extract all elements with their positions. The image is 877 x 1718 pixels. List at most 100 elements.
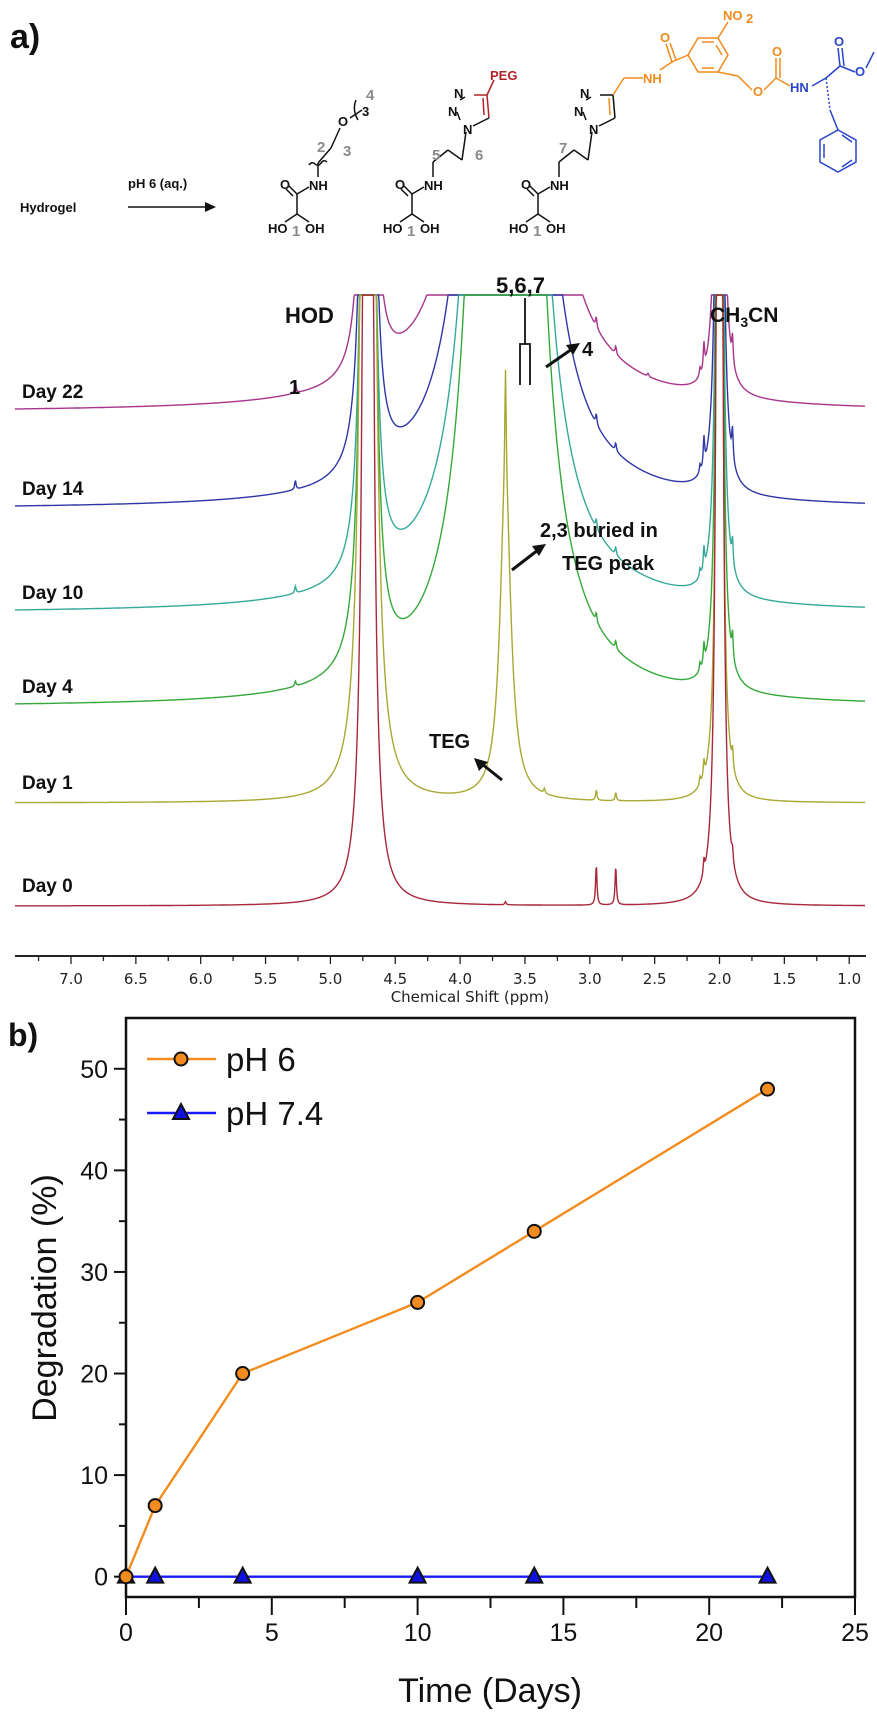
nmr-tick-label: 1.5 xyxy=(772,970,796,988)
structure-peg-triazole xyxy=(399,79,495,223)
nmr-tick-label: 7.0 xyxy=(59,970,83,988)
y-tick-label: 30 xyxy=(80,1259,108,1287)
peak-4-label: 4 xyxy=(582,339,594,361)
svg-text:6: 6 xyxy=(475,147,483,164)
nmr-tick-label: 3.0 xyxy=(578,970,602,988)
structure-teg-amide xyxy=(284,99,363,223)
data-point xyxy=(410,1294,426,1310)
svg-text:OH: OH xyxy=(546,221,566,236)
hydrogel-label: Hydrogel xyxy=(20,200,76,215)
data-point xyxy=(526,1223,542,1239)
svg-text:N: N xyxy=(580,86,589,101)
y-tick-label: 10 xyxy=(80,1462,108,1490)
svg-text:1: 1 xyxy=(533,223,541,240)
nmr-tick-label: 2.5 xyxy=(643,970,667,988)
svg-text:N: N xyxy=(574,104,583,119)
peaks-567-label: 5,6,7 xyxy=(496,273,545,298)
nmr-spectra: Day 22 Day 14 Day 10 Day 4 Day 1 Day 0 xyxy=(15,294,865,907)
legend-item: pH 6 xyxy=(147,1041,296,1078)
nmr-tick-label: 6.5 xyxy=(124,970,148,988)
svg-text:OH: OH xyxy=(305,221,325,236)
nmr-annotations: HOD 1 5,6,7 4 CH3CN 2,3 buried in TEG pe… xyxy=(285,273,778,782)
data-point xyxy=(235,1366,251,1382)
data-point xyxy=(760,1081,776,1097)
ch3cn-label: CH3CN xyxy=(710,304,778,330)
svg-text:PEG: PEG xyxy=(490,68,517,83)
svg-text:OH: OH xyxy=(420,221,440,236)
nmr-x-axis-title: Chemical Shift (ppm) xyxy=(391,988,550,1006)
svg-text:2: 2 xyxy=(317,139,325,156)
reaction-arrow xyxy=(128,202,216,212)
peaks-567-bracket xyxy=(519,298,531,385)
data-point xyxy=(757,1565,778,1584)
svg-text:O: O xyxy=(338,114,348,129)
degradation-y-axis-title: Degradation (%) xyxy=(26,1174,64,1422)
svg-text:NH: NH xyxy=(550,178,569,193)
peak-1-label: 1 xyxy=(289,377,300,399)
data-point xyxy=(524,1565,544,1584)
svg-text:NO: NO xyxy=(723,8,743,23)
spectrum-label: Day 1 xyxy=(22,773,73,794)
spectrum-day-4 xyxy=(15,294,865,705)
nmr-tick-label: 6.0 xyxy=(189,970,213,988)
teg-label: TEG xyxy=(429,731,470,753)
spectrum-day-1 xyxy=(15,294,865,804)
legend-item: pH 7.4 xyxy=(147,1095,323,1132)
x-tick-label: 20 xyxy=(695,1619,723,1647)
svg-text:N: N xyxy=(454,86,463,101)
legend-label: pH 6 xyxy=(226,1041,296,1078)
spectrum-label: Day 14 xyxy=(22,479,84,500)
legend-label: pH 7.4 xyxy=(226,1095,323,1132)
data-point xyxy=(407,1565,428,1584)
teg-arrow xyxy=(474,758,503,782)
buried-label-line1: 2,3 buried in xyxy=(540,520,658,542)
peak-4-arrow xyxy=(545,343,580,369)
svg-text:N: N xyxy=(448,104,457,119)
hod-label: HOD xyxy=(285,303,334,328)
condition-label: pH 6 (aq.) xyxy=(128,176,187,191)
svg-text:HO: HO xyxy=(383,221,403,236)
svg-text:7: 7 xyxy=(559,140,567,157)
buried-label-line2: TEG peak xyxy=(562,553,655,575)
spectrum-label: Day 4 xyxy=(22,677,73,698)
degradation-chart: 0 5 10 15 20 25 0 10 20 30 40 50 pH 6 pH 7.4 xyxy=(80,1016,869,1647)
svg-text:NH: NH xyxy=(643,71,662,86)
structure-linker-atoms: HO OH O NH N N N NH O NO 2 O O HN O O 1 … xyxy=(509,8,865,240)
svg-text:HN: HN xyxy=(790,80,809,95)
spectrum-label: Day 10 xyxy=(22,583,83,604)
svg-text:1: 1 xyxy=(407,223,415,240)
buried-arrow xyxy=(511,544,546,572)
svg-text:HO: HO xyxy=(509,221,529,236)
svg-text:3: 3 xyxy=(343,143,351,160)
x-tick-label: 15 xyxy=(549,1619,577,1647)
svg-text:1: 1 xyxy=(292,223,300,240)
svg-text:HO: HO xyxy=(268,221,288,236)
nmr-tick-label: 1.0 xyxy=(837,970,861,988)
panel-a-label: a) xyxy=(10,18,40,56)
svg-text:NH: NH xyxy=(309,178,328,193)
svg-text:N: N xyxy=(589,122,598,137)
x-tick-label: 0 xyxy=(119,1619,133,1647)
series-line-pH-6 xyxy=(124,1088,769,1578)
data-point xyxy=(145,1565,165,1584)
y-tick-label: 0 xyxy=(94,1564,108,1592)
nmr-x-axis: 7.0 6.5 6.0 5.5 5.0 4.5 4.0 3.5 3.0 2.5 2.0 1.5 1.0 xyxy=(15,955,866,988)
svg-text:4: 4 xyxy=(366,87,375,104)
svg-text:NH: NH xyxy=(424,178,443,193)
svg-text:O: O xyxy=(280,177,290,192)
svg-text:2: 2 xyxy=(746,11,753,26)
reaction-scheme: Hydrogel pH 6 (aq.) HO OH O NH O 3 1 2 xyxy=(20,8,875,240)
svg-text:5: 5 xyxy=(432,147,440,164)
svg-text:O: O xyxy=(660,30,670,45)
spectrum-label: Day 0 xyxy=(22,876,73,897)
svg-text:O: O xyxy=(521,177,531,192)
y-tick-label: 40 xyxy=(80,1157,108,1185)
y-tick-label: 20 xyxy=(80,1361,108,1389)
nmr-tick-label: 5.5 xyxy=(254,970,278,988)
structure-teg-atoms: HO OH O NH O 3 1 2 3 4 xyxy=(268,87,375,240)
svg-text:O: O xyxy=(395,177,405,192)
nmr-tick-label: 5.0 xyxy=(318,970,342,988)
svg-text:O: O xyxy=(772,44,782,59)
degradation-x-axis-title: Time (Days) xyxy=(398,1672,582,1710)
data-point xyxy=(232,1565,253,1584)
